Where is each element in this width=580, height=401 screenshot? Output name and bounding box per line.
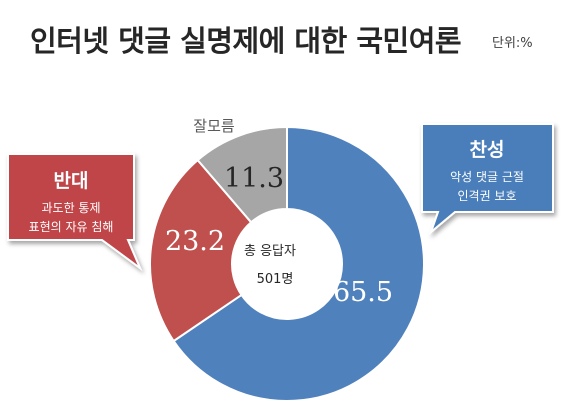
support-callout	[421, 123, 554, 236]
support-reason-2: 인격권 보호	[457, 189, 516, 203]
support-reason-1: 악성 댓글 근절	[450, 170, 524, 184]
oppose-heading: 반대	[54, 170, 89, 192]
support-callout-box	[421, 123, 554, 236]
support-heading: 찬성	[470, 139, 505, 161]
slice-oppose	[149, 158, 253, 343]
oppose-reason-2: 표현의 자유 침해	[29, 220, 114, 234]
unknown-category-label: 잘모름	[193, 117, 235, 135]
unit-label: 단위:%	[492, 36, 533, 51]
center-label-count: 501명	[257, 272, 294, 287]
slice-support	[172, 125, 425, 401]
title-bar: 인터넷 댓글 실명제에 대한 국민여론 단위:%	[0, 18, 580, 62]
chart-title: 인터넷 댓글 실명제에 대한 국민여론	[30, 24, 462, 58]
slices-group	[149, 125, 425, 401]
value-label-unknown: 11.3	[224, 163, 284, 194]
oppose-callout	[7, 153, 143, 271]
slice-unknown	[196, 125, 288, 224]
oppose-reason-1: 과도한 통제	[41, 201, 100, 215]
center-label-total: 총 응답자	[244, 244, 296, 259]
value-label-support: 65.5	[333, 277, 393, 308]
value-label-oppose: 23.2	[165, 226, 225, 257]
oppose-callout-box	[7, 153, 143, 271]
